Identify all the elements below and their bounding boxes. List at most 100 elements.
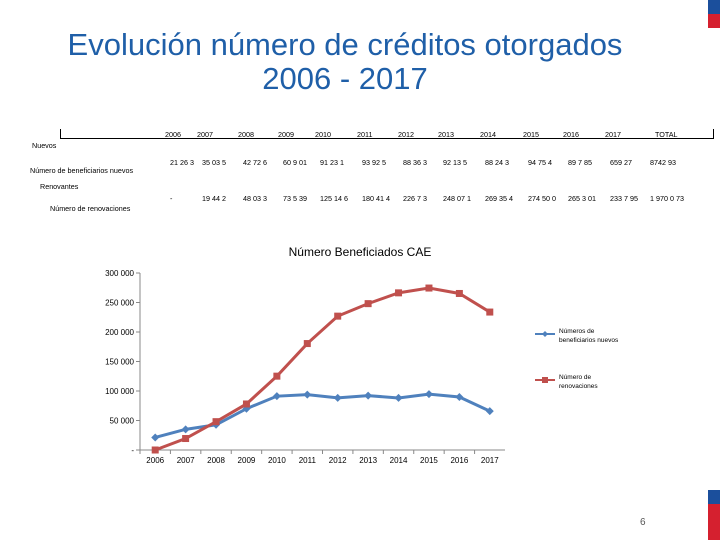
x-tick-label: 2012 — [329, 456, 347, 465]
table-header-cell: TOTAL — [655, 130, 678, 139]
data-point-square — [425, 284, 433, 292]
data-point-diamond — [424, 390, 433, 399]
table-cell-renewal: 265 3 01 — [568, 194, 596, 203]
slide-title-line2: 2006 - 2017 — [262, 61, 428, 96]
table-header-cell: 2013 — [438, 130, 454, 139]
table-header-rule — [60, 138, 714, 139]
table-header-cell: 2012 — [398, 130, 414, 139]
y-tick-label: 100 000 — [105, 387, 134, 396]
legend-marker — [542, 331, 548, 337]
section-new-label: Nuevos — [32, 141, 57, 150]
legend-label: Números de beneficiarios nuevos — [559, 328, 619, 344]
series-line-1 — [154, 286, 491, 452]
table-cell-new: 60 9 01 — [283, 158, 307, 167]
table-cell-new: 659 27 — [610, 158, 632, 167]
x-tick-label: 2011 — [299, 456, 317, 465]
data-point-square — [242, 400, 250, 408]
chart-title: Número Beneficiados CAE — [288, 245, 432, 259]
table-cell-renewal: 125 14 6 — [320, 194, 348, 203]
data-point-square — [364, 300, 372, 308]
data-point-square — [303, 340, 311, 348]
row-new-label: Número de beneficiarios nuevos — [30, 166, 134, 175]
x-tick-label: 2010 — [268, 456, 286, 465]
table-cell-new: 94 75 4 — [528, 158, 552, 167]
table-cell-renewal: - — [170, 194, 173, 203]
table-header-cell: 2017 — [605, 130, 621, 139]
table-cell-new: 89 7 85 — [568, 158, 592, 167]
row-renewal-label: Número de renovaciones — [50, 204, 131, 213]
y-tick-label: 50 000 — [110, 417, 135, 426]
table-header-cell: 2011 — [357, 130, 373, 139]
x-tick-label: 2017 — [481, 456, 499, 465]
data-point-diamond — [455, 393, 464, 402]
legend-marker — [542, 377, 548, 383]
line-chart: - 50 000 100 000 150 000 200 000 250 000 300 0… — [105, 269, 619, 465]
table-cell-new: 93 92 5 — [362, 158, 386, 167]
legend-label: Número de renovaciones — [559, 374, 598, 390]
flag-red-top — [708, 14, 720, 28]
table-header-cell: 2008 — [238, 130, 254, 139]
table-cell-renewal: 1 970 0 73 — [650, 194, 684, 203]
y-tick-label: 150 000 — [105, 358, 134, 367]
x-tick-label: 2015 — [420, 456, 438, 465]
table-cell-new: 88 36 3 — [403, 158, 427, 167]
y-tick-label: 300 000 — [105, 269, 134, 278]
data-point-square — [182, 435, 190, 443]
data-point-diamond — [303, 390, 312, 399]
data-point-square — [486, 308, 494, 316]
table-cell-renewal: 19 44 2 — [202, 194, 226, 203]
table-header-right-edge — [713, 129, 714, 139]
slide-title-line1: Evolución número de créditos otorgados — [67, 27, 623, 62]
data-point-square — [334, 312, 342, 320]
data-point-square — [151, 446, 159, 454]
table-cell-renewal: 233 7 95 — [610, 194, 638, 203]
data-point-diamond — [333, 393, 342, 402]
x-tick-label: 2013 — [359, 456, 377, 465]
table-cell-new: 42 72 6 — [243, 158, 267, 167]
table-header-cell: 2009 — [278, 130, 294, 139]
table-cell-new: 35 03 5 — [202, 158, 226, 167]
data-point-square — [273, 372, 281, 380]
table-cell-new: 91 23 1 — [320, 158, 344, 167]
series-line-0 — [154, 392, 491, 439]
flag-blue-bottom — [708, 490, 720, 504]
table-cell-new: 8742 93 — [650, 158, 676, 167]
y-tick-label: 200 000 — [105, 328, 134, 337]
table-cell-renewal: 274 50 0 — [528, 194, 556, 203]
data-point-diamond — [151, 433, 160, 442]
y-tick-label: 250 000 — [105, 299, 134, 308]
table-cell-new: 92 13 5 — [443, 158, 467, 167]
x-tick-label: 2016 — [450, 456, 468, 465]
table-cell-renewal: 180 41 4 — [362, 194, 390, 203]
data-point-diamond — [364, 391, 373, 400]
table-cell-new: 21 26 3 — [170, 158, 194, 167]
table-cell-renewal: 269 35 4 — [485, 194, 513, 203]
data-point-diamond — [394, 393, 403, 402]
x-tick-label: 2006 — [146, 456, 164, 465]
x-tick-label: 2008 — [207, 456, 225, 465]
data-point-square — [395, 289, 403, 297]
section-renewal-label: Renovantes — [40, 182, 79, 191]
table-header-cell: 2016 — [563, 130, 579, 139]
table-header-cell: 2010 — [315, 130, 331, 139]
data-table: Nuevos Número de beneficiarios nuevos Re… — [30, 122, 714, 217]
data-point-square — [212, 418, 220, 426]
table-cell-renewal: 73 5 39 — [283, 194, 307, 203]
page-number: 6 — [640, 517, 646, 528]
data-point-diamond — [485, 407, 494, 416]
data-point-diamond — [272, 392, 281, 401]
slide-title: Evolución número de créditos otorgados 2… — [0, 28, 690, 96]
table-cell-new: 88 24 3 — [485, 158, 509, 167]
data-point-diamond — [181, 425, 190, 434]
table-header-cell: 2014 — [480, 130, 496, 139]
flag-red-bottom — [708, 504, 720, 540]
table-header-left-edge — [60, 129, 61, 139]
table-header-cell: 2007 — [197, 130, 213, 139]
data-point-square — [455, 289, 463, 297]
flag-blue-top — [708, 0, 720, 14]
y-tick-label: - — [131, 446, 134, 455]
table-header-cell: 2006 — [165, 130, 181, 139]
table-cell-renewal: 48 03 3 — [243, 194, 267, 203]
table-cell-renewal: 248 07 1 — [443, 194, 471, 203]
table-header-cell: 2015 — [523, 130, 539, 139]
